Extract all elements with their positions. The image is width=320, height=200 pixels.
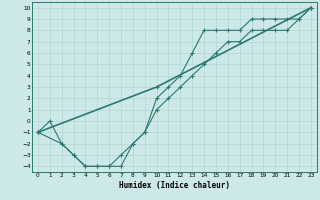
X-axis label: Humidex (Indice chaleur): Humidex (Indice chaleur) bbox=[119, 181, 230, 190]
